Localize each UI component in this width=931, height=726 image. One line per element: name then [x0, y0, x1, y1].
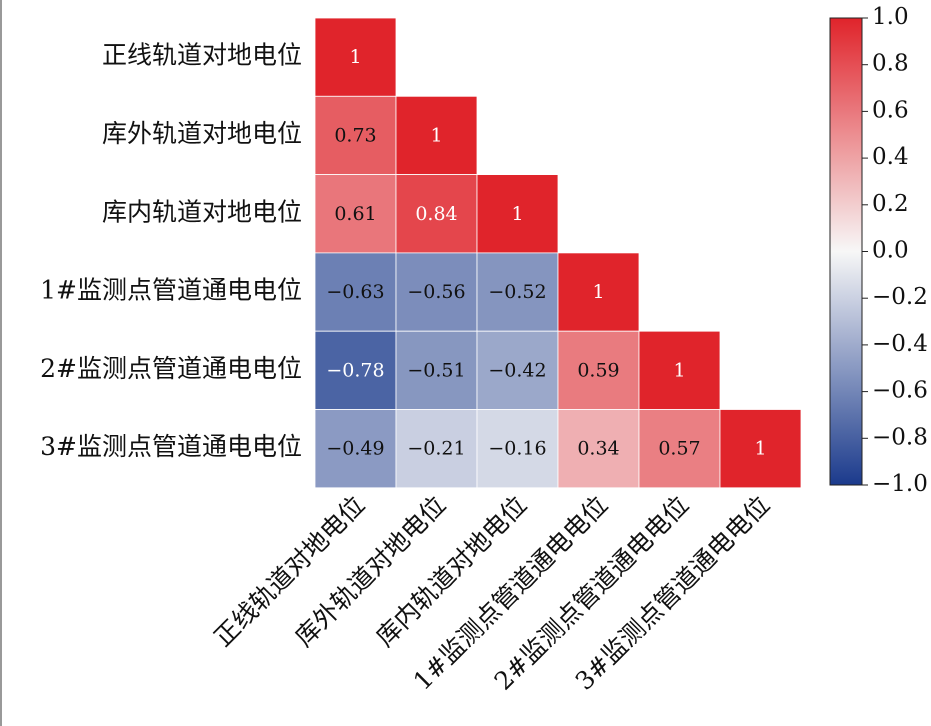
cell-label: 0.59: [577, 359, 619, 381]
heatmap-cell: [314, 330, 397, 410]
cell-label: 1: [592, 281, 604, 303]
heatmap-cell: [395, 252, 478, 332]
colorbar-tick-label: 0.6: [872, 97, 909, 123]
colorbar-tick-label: −1.0: [872, 471, 928, 497]
cell-label: 0.57: [658, 438, 700, 460]
colorbar-tick-label: 1.0: [872, 4, 909, 30]
heatmap-cell: [557, 409, 640, 489]
heatmap-cell: [395, 330, 478, 410]
cell-label: 1: [673, 359, 685, 381]
colorbar: [829, 17, 863, 486]
cell-label: −0.16: [488, 438, 546, 460]
row-label: 库外轨道对地电位: [102, 119, 302, 148]
heatmap-cell: [395, 409, 478, 489]
cell-label: 1: [349, 46, 361, 68]
heatmap-cell: [557, 330, 640, 410]
colorbar-tick-label: 0.8: [872, 51, 909, 77]
heatmap-cell: [314, 95, 397, 176]
heatmap-cell: [719, 409, 802, 489]
cell-label: 0.84: [415, 203, 457, 225]
heatmap-cell: [476, 330, 559, 410]
heatmap-cell: [314, 409, 397, 489]
row-label: 正线轨道对地电位: [102, 41, 302, 70]
cell-label: 1: [754, 438, 766, 460]
colorbar-tick-label: 0.2: [872, 191, 909, 217]
cell-label: −0.51: [407, 359, 465, 381]
cell-label: −0.56: [407, 281, 465, 303]
cell-label: −0.21: [407, 438, 465, 460]
cell-label: −0.49: [326, 438, 384, 460]
heatmap-cell: [476, 252, 559, 332]
cell-label: 1: [430, 124, 442, 146]
cell-label: −0.42: [488, 359, 546, 381]
col-label: 库外轨道对地电位: [289, 490, 451, 652]
colorbar-tick-label: 0.0: [872, 238, 909, 264]
row-label: 1#监测点管道通电电位: [40, 276, 302, 305]
heatmap-cell: [557, 252, 640, 332]
row-label: 2#监测点管道通电电位: [40, 354, 302, 383]
cell-label: −0.78: [326, 359, 384, 381]
cell-label: 0.73: [334, 124, 376, 146]
col-label: 正线轨道对地电位: [208, 490, 370, 652]
cell-label: 0.61: [334, 203, 376, 225]
heatmap-cell: [638, 330, 721, 410]
heatmap-cell: [476, 409, 559, 489]
colorbar-tick-label: −0.8: [872, 424, 928, 450]
col-label: 库内轨道对地电位: [370, 490, 532, 652]
row-label: 库内轨道对地电位: [102, 197, 302, 226]
colorbar-tick-label: −0.2: [872, 284, 928, 310]
cell-label: −0.52: [488, 281, 546, 303]
colorbar-tick-label: −0.4: [872, 331, 928, 357]
colorbar-tick-label: −0.6: [872, 378, 928, 404]
row-label: 3#监测点管道通电电位: [40, 432, 302, 461]
colorbar-tick-label: 0.4: [872, 144, 909, 170]
cell-label: 1: [511, 203, 523, 225]
heatmap-cell: [476, 174, 559, 254]
cell-label: 0.34: [577, 438, 619, 460]
cell-label: −0.63: [326, 281, 384, 303]
heatmap-cell: [638, 409, 721, 489]
